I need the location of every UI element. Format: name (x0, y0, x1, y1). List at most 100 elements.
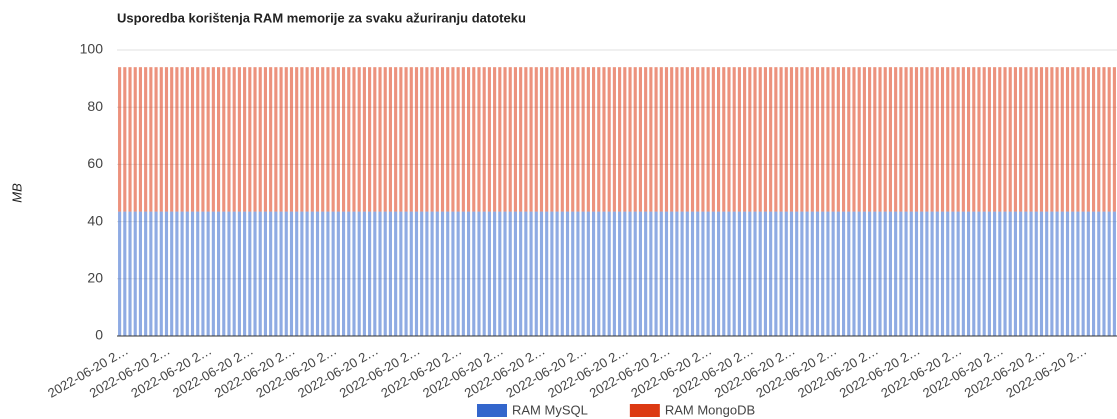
bar-segment (368, 67, 372, 212)
bar-segment (310, 211, 314, 336)
bar-segment (118, 211, 122, 336)
bar-segment (763, 211, 767, 336)
bar-segment (258, 67, 262, 212)
bar-segment (1102, 211, 1106, 336)
bar-segment (331, 211, 335, 336)
bar-segment (769, 211, 773, 336)
bar-segment (664, 67, 669, 212)
bar-segment (1013, 211, 1017, 336)
bar-segment (753, 67, 757, 212)
bar-segment (357, 67, 361, 212)
bar-segment (654, 67, 658, 212)
bar-segment (1081, 211, 1085, 336)
bar-segment (1076, 67, 1080, 212)
bar-segment (680, 67, 684, 212)
bar-segment (185, 211, 189, 336)
bar-segment (1024, 211, 1028, 336)
bar-segment (477, 67, 481, 212)
bar-segment (706, 67, 710, 212)
bar-segment (1039, 211, 1044, 336)
bar-segment (159, 67, 163, 212)
bar-segment (477, 211, 481, 336)
bar-segment (873, 67, 877, 212)
bar-segment (847, 211, 851, 336)
bar-segment (831, 67, 835, 212)
bar-segment (1076, 211, 1080, 336)
bar-segment (289, 67, 294, 212)
bar-segment (951, 67, 955, 212)
bar-segment (534, 67, 538, 212)
y-tick-label: 100 (80, 41, 104, 57)
bar-segment (654, 211, 658, 336)
bar-segment (362, 67, 366, 212)
bar-segment (513, 67, 517, 212)
bar-segment (253, 67, 257, 212)
bar-segment (784, 211, 788, 336)
bar-segment (149, 211, 153, 336)
bar-segment (763, 67, 767, 212)
bar-segment (659, 211, 663, 336)
bar-segment (545, 67, 549, 212)
bar-segment (821, 67, 825, 212)
bar-segment (789, 211, 794, 336)
bar-segment (940, 67, 945, 212)
bar-segment (717, 67, 721, 212)
bar-segment (336, 67, 340, 212)
bar-segment (149, 67, 153, 212)
bar-segment (315, 211, 320, 336)
bar-segment (368, 211, 372, 336)
bar-segment (550, 211, 554, 336)
bar-segment (607, 211, 611, 336)
bar-segment (144, 67, 148, 212)
bar-segment (565, 67, 570, 212)
bar-segment (1050, 211, 1054, 336)
bar-segment (248, 67, 252, 212)
bar-segment (779, 211, 783, 336)
bar-segment (274, 67, 278, 212)
bar-segment (675, 67, 679, 212)
bar-segment (404, 211, 408, 336)
bar-segment (862, 67, 866, 212)
bar-segment (1045, 67, 1049, 212)
bar-segment (857, 67, 861, 212)
bar-segment (232, 211, 236, 336)
bar-segment (670, 211, 674, 336)
bar-segment (1060, 211, 1064, 336)
bar-segment (581, 211, 585, 336)
bar-segment (758, 67, 762, 212)
bar-segment (331, 67, 335, 212)
bar-segment (347, 211, 351, 336)
bar-segment (899, 67, 903, 212)
bar-segment (1060, 67, 1064, 212)
bar-segment (685, 67, 689, 212)
bar-segment (175, 67, 179, 212)
bar-segment (602, 211, 606, 336)
bar-segment (977, 211, 981, 336)
bar-segment (451, 211, 455, 336)
bar-segment (659, 67, 663, 212)
bar-segment (1071, 67, 1075, 212)
bar-segment (909, 67, 913, 212)
bar-segment (513, 211, 517, 336)
bar-segment (758, 211, 762, 336)
bar-segment (144, 211, 148, 336)
bar-segment (1019, 67, 1023, 212)
legend-swatch (477, 404, 507, 417)
bar-segment (581, 67, 585, 212)
bar-segment (133, 211, 137, 336)
bar-segment (529, 67, 533, 212)
bar-segment (440, 211, 445, 336)
bar-segment (467, 211, 471, 336)
bar-segment (727, 211, 731, 336)
bar-segment (571, 211, 575, 336)
bar-segment (545, 211, 549, 336)
bar-segment (722, 67, 726, 212)
bar-segment (352, 67, 356, 212)
bar-segment (868, 67, 872, 212)
bar-segment (493, 67, 497, 212)
bar-segment (1019, 211, 1023, 336)
bar-segment (810, 67, 814, 212)
bar-segment (732, 67, 736, 212)
bar-segment (430, 211, 434, 336)
bar-segment (550, 67, 554, 212)
